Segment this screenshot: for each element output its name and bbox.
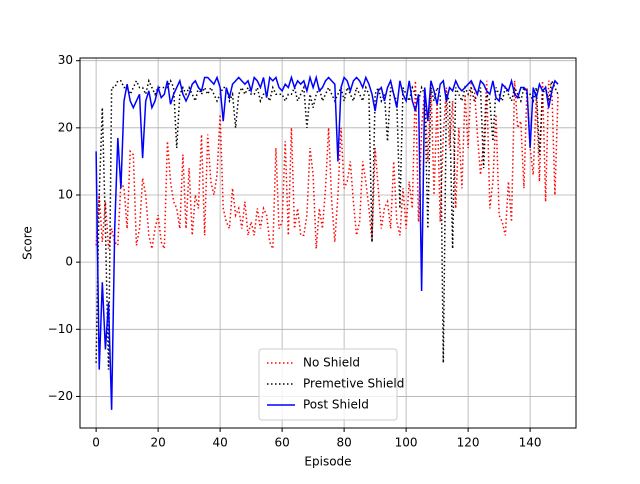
- x-tick-label: 60: [274, 436, 289, 450]
- y-tick-label: 30: [58, 53, 73, 67]
- legend-label: No Shield: [303, 356, 360, 370]
- x-tick-label: 40: [212, 436, 227, 450]
- x-tick-label: 20: [150, 436, 165, 450]
- y-tick-label: 10: [58, 187, 73, 201]
- legend-label: Post Shield: [303, 398, 369, 412]
- y-tick-label: −10: [48, 322, 73, 336]
- y-tick-label: 0: [65, 255, 73, 269]
- y-tick-label: 20: [58, 120, 73, 134]
- x-tick-label: 80: [336, 436, 351, 450]
- x-tick-label: 0: [92, 436, 100, 450]
- x-tick-label: 100: [395, 436, 418, 450]
- y-tick-label: −20: [48, 389, 73, 403]
- plot: [95, 74, 559, 410]
- legend-label: Premetive Shield: [303, 377, 404, 391]
- x-tick-label: 140: [519, 436, 542, 450]
- legend-box: [258, 348, 398, 421]
- series-line: [95, 80, 559, 250]
- legend: No Shield Premetive Shield Post Shield: [258, 348, 404, 421]
- x-tick-label: 120: [457, 436, 480, 450]
- axes-frame: [79, 57, 577, 429]
- series-line: [95, 74, 559, 410]
- x-axis-label: Episode: [304, 455, 351, 469]
- y-axis-label: Score: [21, 226, 35, 260]
